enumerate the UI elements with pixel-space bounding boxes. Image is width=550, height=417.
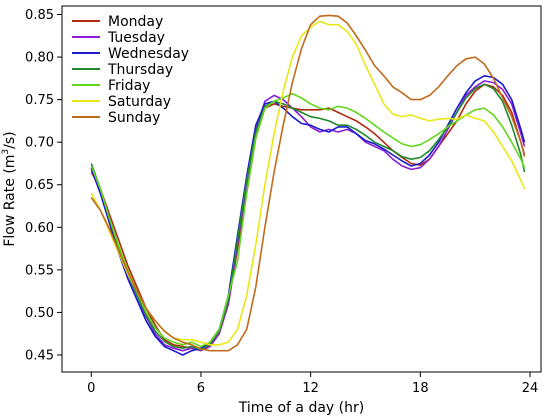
series-line-friday xyxy=(90,92,526,348)
legend-label-friday: Friday xyxy=(108,78,150,94)
y-axis-label-superscript: 3 xyxy=(1,149,11,155)
y-tick-label: 0.75 xyxy=(25,93,54,108)
x-axis-label: Time of a day (hr) xyxy=(238,400,364,416)
y-tick-label: 0.45 xyxy=(25,348,54,363)
x-axis-ticks: 0 6 12 18 24 xyxy=(87,372,538,396)
series-layer xyxy=(90,14,526,356)
legend-label-monday: Monday xyxy=(108,14,163,30)
x-tick-label: 6 xyxy=(197,381,205,396)
y-tick-label: 0.70 xyxy=(25,136,54,151)
series-line-wednesday xyxy=(90,75,526,356)
y-axis-label-tail: /s) xyxy=(2,131,18,148)
series-line-thursday xyxy=(90,83,526,351)
y-tick-label: 0.50 xyxy=(25,306,54,321)
legend-label-sunday: Sunday xyxy=(108,110,160,126)
x-tick-label: 0 xyxy=(87,381,95,396)
series-line-sunday xyxy=(90,14,526,352)
legend-label-saturday: Saturday xyxy=(108,94,171,110)
legend-label-tuesday: Tuesday xyxy=(107,30,165,46)
y-tick-label: 0.85 xyxy=(25,8,54,23)
y-axis-label-main: Flow Rate (m xyxy=(2,155,18,247)
y-tick-label: 0.80 xyxy=(25,51,54,66)
y-tick-label: 0.60 xyxy=(25,221,54,236)
x-tick-label: 24 xyxy=(522,381,539,396)
x-tick-label: 12 xyxy=(302,381,319,396)
y-axis-ticks: 0.45 0.50 0.55 0.60 0.65 0.70 0.75 0.80 0.85 xyxy=(25,8,62,363)
legend-label-wednesday: Wednesday xyxy=(108,46,189,62)
y-tick-label: 0.55 xyxy=(25,263,54,278)
y-axis-label: Flow Rate (m3/s) xyxy=(1,131,18,246)
x-tick-label: 18 xyxy=(412,381,429,396)
legend: MondayTuesdayWednesdayThursdayFridaySatu… xyxy=(72,14,189,126)
legend-label-thursday: Thursday xyxy=(107,62,173,78)
plot-area-frame xyxy=(61,5,542,373)
y-tick-label: 0.65 xyxy=(25,178,54,193)
